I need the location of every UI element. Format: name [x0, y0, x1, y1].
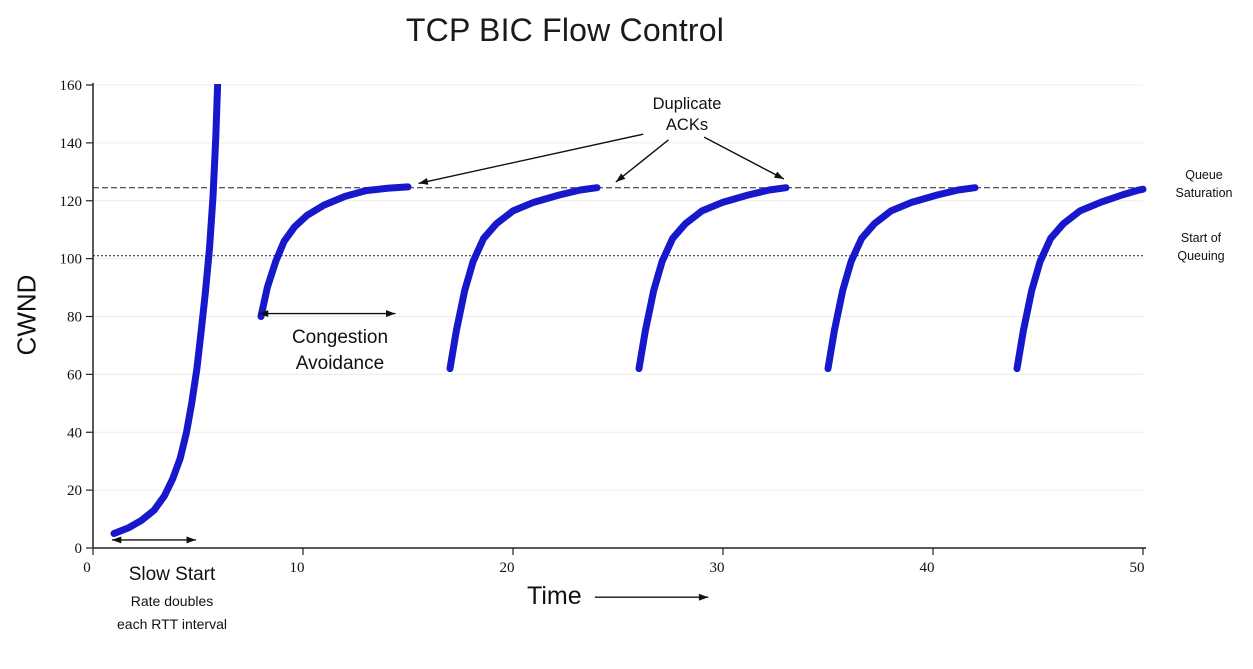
arrowhead	[258, 310, 269, 318]
annotation-text-line: Rate doubles	[130, 592, 214, 609]
y-tick-label: 100	[60, 252, 83, 268]
annotation-text-line: Saturation	[1175, 186, 1233, 201]
x-tick-label: 10	[290, 560, 305, 576]
annotation-duplicate-acks: Duplicate ACKs	[653, 94, 722, 137]
x-tick-label: 20	[500, 560, 515, 576]
cwnd-curve-congestion-avoidance-5	[1013, 185, 1147, 373]
y-tick-label: 120	[60, 194, 83, 210]
cwnd-curve-congestion-avoidance-4	[824, 184, 979, 373]
cwnd-curve-congestion-avoidance-2	[446, 184, 601, 373]
annotation-slow-start: Slow Start Rate doubles each RTT interva…	[117, 564, 227, 633]
label-queue-saturation: Queue Saturation	[1176, 166, 1233, 202]
cwnd-curve-congestion-avoidance-3	[635, 184, 790, 373]
y-tick-label: 140	[60, 136, 83, 152]
annotation-text-line: ACKs	[665, 116, 709, 135]
chart-title: TCP BIC Flow Control	[405, 12, 725, 48]
axes	[86, 83, 1146, 555]
reference-lines	[93, 187, 1143, 257]
annotation-text-line: Avoidance	[295, 352, 385, 374]
arrowhead	[186, 536, 196, 544]
x-axis-title: Time	[527, 582, 582, 610]
x-tick-label: 30	[710, 560, 725, 576]
arrow-line	[418, 133, 644, 185]
arrowhead	[698, 593, 709, 601]
tick-labels: 0 20 40 60 80 100 120 140 160 0 10 20 30 40 50	[60, 78, 1145, 576]
cwnd-curve-congestion-avoidance-1	[257, 183, 412, 320]
y-tick-label: 20	[67, 483, 82, 499]
y-tick-label: 160	[60, 78, 83, 94]
arrowhead	[111, 536, 122, 544]
annotation-text-line: Queue	[1185, 168, 1223, 182]
arrowhead	[386, 310, 396, 318]
y-tick-label: 60	[67, 367, 82, 383]
annotation-text-line: Queuing	[1177, 249, 1225, 264]
label-start-of-queuing: Start of Queuing	[1177, 229, 1224, 265]
y-tick-label: 40	[67, 425, 82, 441]
x-tick-label: 40	[920, 560, 935, 576]
annotation-text-line: Duplicate	[652, 95, 722, 113]
annotation-text-line: Congestion	[291, 327, 389, 348]
y-axis-title: CWND	[11, 274, 42, 356]
annotation-arrows	[111, 133, 785, 601]
annotation-text-line: Start of	[1180, 231, 1222, 245]
y-tick-label: 80	[67, 310, 82, 326]
cwnd-series	[110, 84, 1147, 537]
gridlines	[93, 84, 1143, 491]
annotation-congestion-avoidance: Congestion Avoidance	[292, 325, 388, 376]
arrowhead	[773, 171, 784, 180]
annotation-text-line: Slow Start	[128, 564, 216, 585]
annotation-text-line: each RTT interval	[117, 615, 227, 632]
x-tick-label: 0	[83, 560, 91, 576]
arrow-line	[703, 136, 785, 180]
arrowhead	[615, 173, 626, 182]
arrow-line	[615, 139, 669, 183]
cwnd-curve-slow-start	[110, 84, 222, 537]
y-tick-label: 0	[75, 541, 83, 557]
arrowhead	[418, 178, 429, 185]
x-tick-label: 50	[1130, 560, 1145, 576]
